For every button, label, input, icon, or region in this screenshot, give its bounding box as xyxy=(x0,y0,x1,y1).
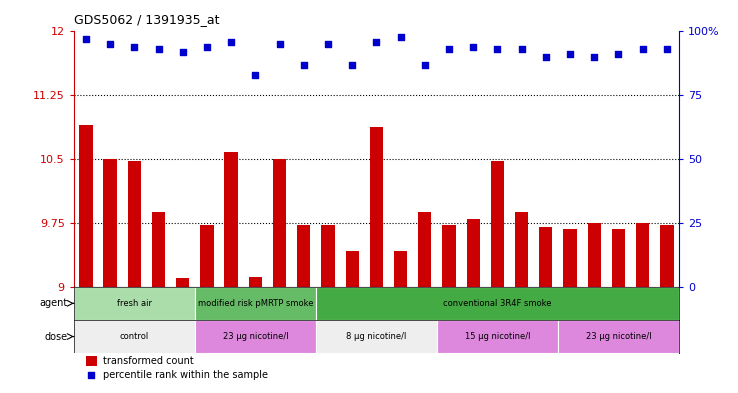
Bar xyxy=(587,223,601,287)
Bar xyxy=(273,159,286,287)
Point xyxy=(201,44,213,50)
Bar xyxy=(86,356,97,366)
Point xyxy=(516,46,528,52)
Bar xyxy=(370,127,383,287)
Point xyxy=(467,44,479,50)
Bar xyxy=(200,225,213,287)
Bar xyxy=(437,320,558,353)
Bar xyxy=(558,320,679,353)
Bar xyxy=(563,229,576,287)
Point xyxy=(540,54,552,60)
Point xyxy=(443,46,455,52)
Bar xyxy=(466,219,480,287)
Bar xyxy=(612,229,625,287)
Point xyxy=(613,51,624,57)
Bar xyxy=(195,287,316,320)
Point xyxy=(225,39,237,45)
Text: percentile rank within the sample: percentile rank within the sample xyxy=(103,370,268,380)
Bar xyxy=(418,212,432,287)
Bar xyxy=(79,125,92,287)
Point xyxy=(637,46,649,52)
Bar xyxy=(491,161,504,287)
Text: dose: dose xyxy=(44,332,68,342)
Bar xyxy=(128,161,141,287)
Bar xyxy=(103,159,117,287)
Point xyxy=(370,39,382,45)
Point xyxy=(346,61,358,68)
Point xyxy=(419,61,431,68)
Bar xyxy=(515,212,528,287)
Text: GDS5062 / 1391935_at: GDS5062 / 1391935_at xyxy=(74,13,219,26)
Bar xyxy=(321,226,334,287)
Point xyxy=(249,72,261,78)
Bar xyxy=(249,277,262,287)
Point xyxy=(128,44,140,50)
Bar xyxy=(195,320,316,353)
Bar xyxy=(661,225,674,287)
Bar xyxy=(74,320,195,353)
Bar xyxy=(224,152,238,287)
Point xyxy=(153,46,165,52)
Point xyxy=(80,36,92,42)
Bar xyxy=(297,226,311,287)
Bar xyxy=(539,227,553,287)
Text: 8 μg nicotine/l: 8 μg nicotine/l xyxy=(346,332,407,341)
Bar xyxy=(394,251,407,287)
Point xyxy=(661,46,673,52)
Text: 15 μg nicotine/l: 15 μg nicotine/l xyxy=(465,332,530,341)
Bar xyxy=(176,278,190,287)
Bar xyxy=(74,287,195,320)
Text: 23 μg nicotine/l: 23 μg nicotine/l xyxy=(223,332,288,341)
Point xyxy=(86,372,97,378)
Bar xyxy=(636,223,649,287)
Point xyxy=(588,54,600,60)
Text: control: control xyxy=(120,332,149,341)
Bar xyxy=(152,212,165,287)
Text: fresh air: fresh air xyxy=(117,299,152,308)
Bar xyxy=(316,287,679,320)
Text: modified risk pMRTP smoke: modified risk pMRTP smoke xyxy=(198,299,313,308)
Point xyxy=(564,51,576,57)
Text: conventional 3R4F smoke: conventional 3R4F smoke xyxy=(443,299,552,308)
Bar xyxy=(442,225,455,287)
Bar xyxy=(316,320,437,353)
Point xyxy=(322,41,334,47)
Text: 23 μg nicotine/l: 23 μg nicotine/l xyxy=(586,332,651,341)
Point xyxy=(298,61,310,68)
Point xyxy=(274,41,286,47)
Point xyxy=(104,41,116,47)
Bar xyxy=(345,251,359,287)
Point xyxy=(395,33,407,40)
Point xyxy=(492,46,503,52)
Text: agent: agent xyxy=(40,298,68,309)
Point xyxy=(177,49,189,55)
Text: transformed count: transformed count xyxy=(103,356,193,366)
